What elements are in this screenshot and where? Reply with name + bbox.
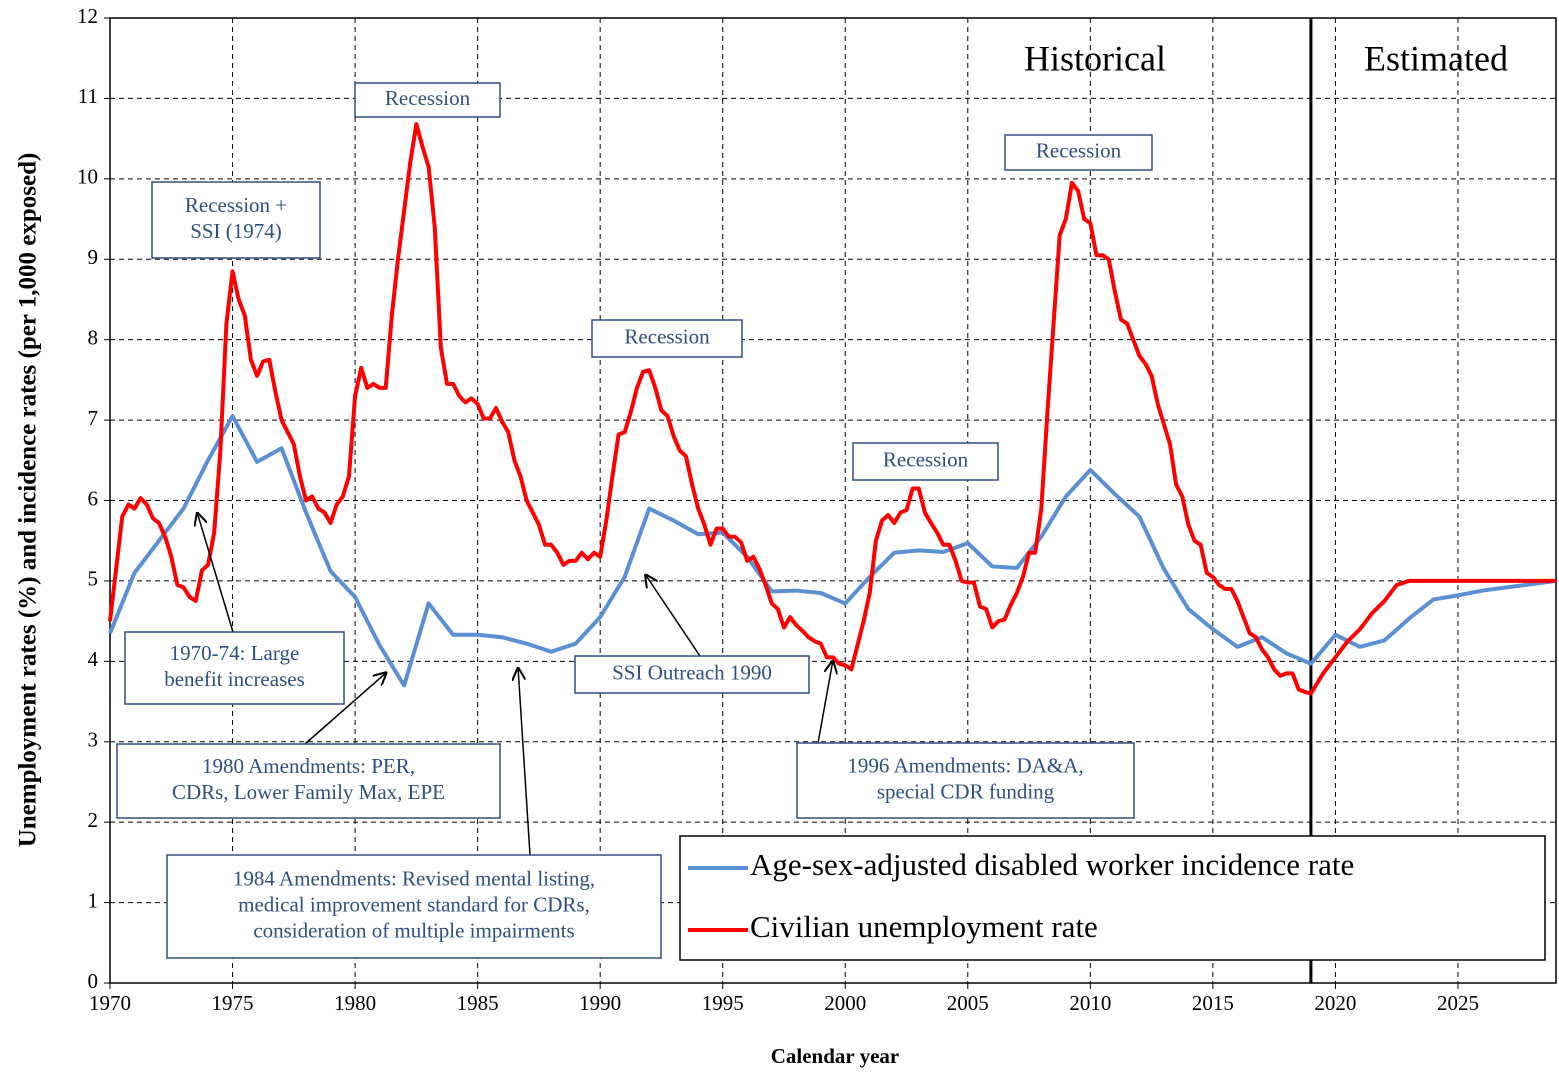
y-tick-label: 9 — [88, 245, 99, 269]
annotation-text: 1970-74: Large — [170, 641, 300, 665]
annotation-box — [591, 319, 743, 358]
y-tick-label: 11 — [78, 84, 98, 108]
annotation-text: benefit increases — [164, 667, 305, 691]
x-tick-label: 1990 — [579, 991, 621, 1015]
annotation-box — [116, 743, 501, 819]
annotation-text: Recession — [1036, 138, 1122, 162]
x-tick-label: 2015 — [1192, 991, 1234, 1015]
y-tick-label: 12 — [77, 4, 98, 28]
annotation-arrow — [817, 660, 833, 744]
annotation-box — [1004, 134, 1153, 171]
annotation-text: medical improvement standard for CDRs, — [238, 892, 590, 916]
y-tick-label: 4 — [88, 647, 99, 671]
legend-box — [679, 835, 1546, 961]
annotation-text: consideration of multiple impairments — [253, 918, 574, 942]
x-tick-label: 1985 — [457, 991, 499, 1015]
annotation-box — [574, 655, 810, 694]
annotation-box — [796, 742, 1135, 819]
annotation-text: Recession — [385, 86, 471, 110]
legend-label: Age-sex-adjusted disabled worker inciden… — [750, 847, 1354, 882]
x-tick-label: 2005 — [947, 991, 989, 1015]
annotation-text: Recession — [624, 324, 710, 348]
annotation-arrow — [304, 672, 387, 745]
series-line — [108, 122, 1556, 696]
y-axis-label: Unemployment rates (%) and incidence rat… — [15, 153, 42, 848]
y-tick-label: 7 — [88, 406, 99, 430]
annotation-text: 1984 Amendments: Revised mental listing, — [233, 866, 595, 890]
x-axis-label: Calendar year — [771, 1044, 900, 1068]
annotation-arrow — [197, 512, 234, 633]
annotation-arrow — [645, 574, 701, 657]
x-tick-label: 1980 — [334, 991, 376, 1015]
annotation-text: SSI (1974) — [190, 219, 282, 243]
y-tick-label: 6 — [88, 486, 99, 510]
annotation-text: 1980 Amendments: PER, — [202, 754, 415, 778]
x-tick-label: 2020 — [1314, 991, 1356, 1015]
x-tick-label: 2010 — [1069, 991, 1111, 1015]
y-tick-label: 8 — [88, 325, 99, 349]
x-tick-label: 2025 — [1437, 991, 1479, 1015]
period-label: Historical — [1024, 38, 1166, 78]
x-tick-label: 1975 — [212, 991, 254, 1015]
annotation-text: Recession — [883, 447, 969, 471]
y-tick-label: 2 — [88, 808, 99, 832]
series-line — [108, 414, 1557, 688]
annotation-box — [852, 442, 999, 481]
x-tick-label: 2000 — [824, 991, 866, 1015]
period-label: Estimated — [1364, 38, 1508, 78]
y-tick-label: 0 — [88, 969, 99, 993]
x-tick-label: 1995 — [702, 991, 744, 1015]
annotation-text: CDRs, Lower Family Max, EPE — [172, 780, 445, 804]
annotation-text: Recession + — [185, 193, 287, 217]
y-tick-label: 10 — [77, 165, 98, 189]
annotation-box — [124, 631, 345, 705]
annotation-box — [151, 181, 321, 259]
annotation-text: SSI Outreach 1990 — [612, 660, 772, 684]
annotation-box — [354, 82, 501, 118]
x-tick-label: 1970 — [89, 991, 131, 1015]
annotation-text: 1996 Amendments: DA&A, — [847, 753, 1083, 777]
annotation-box — [166, 854, 662, 959]
y-tick-label: 1 — [88, 888, 99, 912]
plot-frame — [109, 17, 1557, 984]
y-tick-label: 5 — [88, 567, 99, 591]
legend-label: Civilian unemployment rate — [750, 909, 1098, 944]
annotation-text: special CDR funding — [877, 779, 1055, 803]
annotation-arrow — [518, 667, 531, 856]
y-tick-label: 3 — [88, 728, 99, 752]
